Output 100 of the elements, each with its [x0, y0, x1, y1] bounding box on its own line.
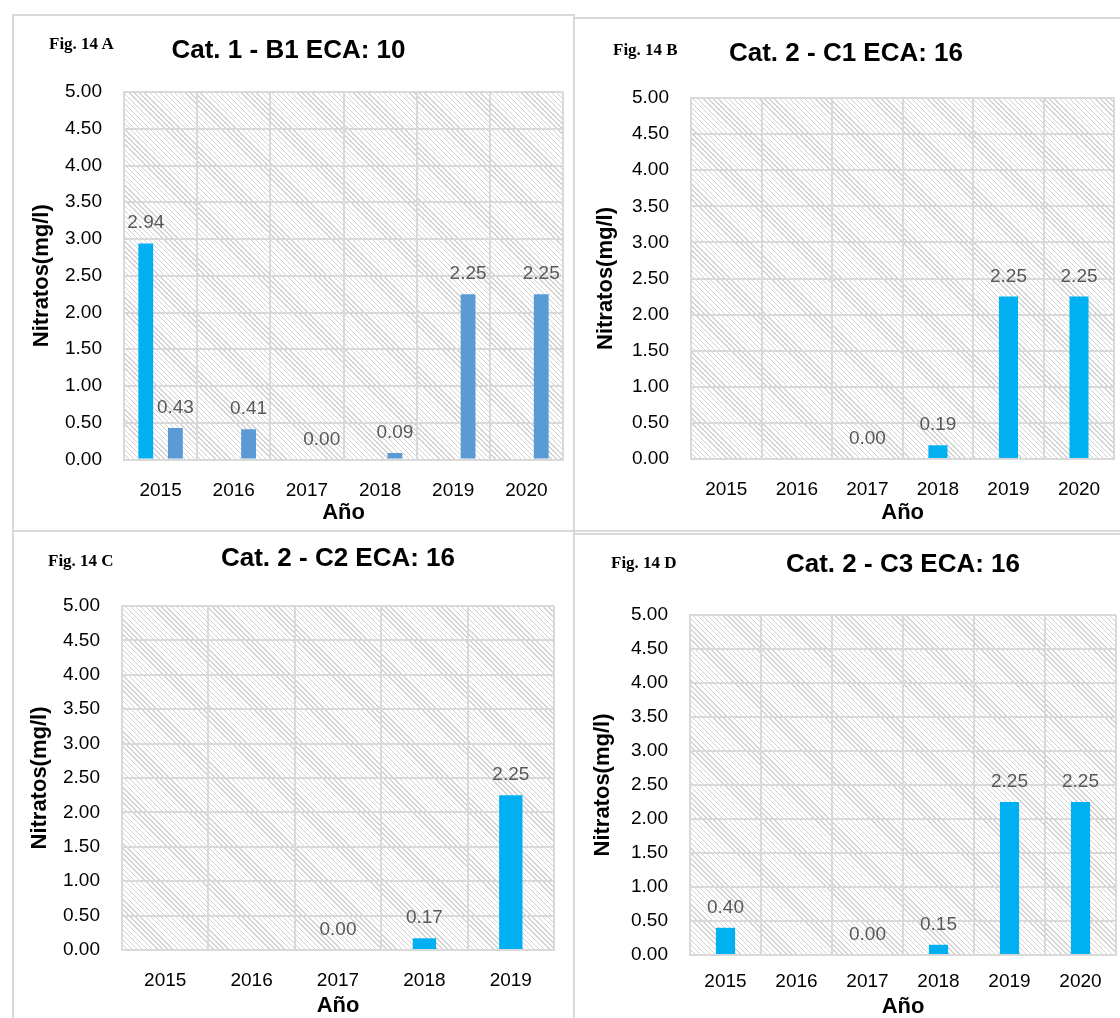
x-tick-label: 2017 [285, 479, 329, 501]
chart-title: Cat. 2 - C2 ECA: 16 [220, 542, 456, 573]
chart-title: Cat. 2 - C3 ECA: 16 [785, 548, 1021, 579]
data-label: 0.17 [405, 906, 443, 928]
y-tick-label: 4.50 [632, 122, 669, 144]
x-tick-label: 2015 [144, 969, 187, 991]
x-tick-label: 2017 [316, 969, 360, 991]
x-tick-label: 2016 [212, 479, 255, 501]
data-label: 2.94 [127, 211, 165, 233]
bar [928, 944, 949, 954]
y-axis-title: Nitratos(mg/l) [592, 207, 618, 350]
y-tick-label: 0.00 [65, 447, 102, 469]
x-axis-title: Año [881, 499, 925, 525]
x-tick-label: 2016 [775, 970, 818, 992]
x-tick-label: 2015 [139, 479, 182, 501]
y-axis-title: Nitratos(mg/l) [26, 706, 52, 850]
x-tick-label: 2017 [846, 970, 889, 992]
data-label: 2.25 [1062, 770, 1099, 791]
y-axis-title: Nitratos(mg/l) [589, 713, 615, 857]
data-label: 0.40 [707, 895, 744, 917]
x-tick-label: 2015 [704, 970, 747, 992]
y-tick-label: 3.50 [63, 697, 100, 719]
y-tick-label: 0.00 [632, 447, 669, 469]
data-label: 0.43 [156, 395, 194, 417]
y-tick-label: 0.50 [63, 903, 100, 925]
x-tick-label: 2016 [230, 969, 273, 991]
caption: Fig. 14 B [613, 40, 678, 60]
data-label: 0.19 [919, 413, 957, 435]
caption: Fig. 14 C [48, 551, 114, 571]
data-label: 0.00 [319, 918, 357, 939]
y-tick-label: 3.50 [632, 194, 669, 216]
y-tick-label: 4.00 [631, 671, 668, 693]
y-tick-label: 2.00 [63, 800, 100, 822]
data-label: 0.41 [230, 397, 268, 419]
y-tick-label: 4.00 [63, 663, 100, 685]
x-tick-label: 2020 [1059, 970, 1102, 992]
bar [167, 427, 183, 459]
data-label: 2.25 [492, 763, 530, 785]
x-tick-label: 2019 [489, 969, 532, 991]
x-axis-title: Año [881, 993, 925, 1018]
y-tick-label: 1.00 [63, 869, 100, 891]
y-tick-label: 1.00 [632, 375, 669, 397]
y-tick-label: 2.00 [632, 302, 669, 324]
bar [533, 294, 549, 459]
y-tick-label: 2.50 [632, 266, 669, 288]
caption: Fig. 14 A [49, 34, 114, 54]
y-tick-label: 3.50 [65, 190, 102, 212]
data-label: 0.09 [376, 420, 414, 442]
x-tick-label: 2019 [432, 479, 475, 501]
y-tick-label: 0.00 [631, 943, 668, 965]
y-tick-label: 1.50 [631, 841, 668, 863]
y-tick-label: 3.50 [631, 705, 668, 727]
y-tick-label: 2.00 [631, 807, 668, 829]
x-tick-label: 2019 [987, 478, 1030, 500]
y-tick-label: 1.50 [65, 337, 102, 359]
y-tick-label: 0.00 [63, 938, 100, 960]
x-tick-label: 2018 [358, 479, 402, 501]
y-tick-label: 5.00 [65, 80, 102, 102]
bar [1070, 802, 1091, 954]
y-tick-label: 1.00 [631, 875, 668, 897]
x-tick-label: 2020 [505, 479, 548, 501]
data-label: 0.00 [849, 923, 886, 944]
y-tick-label: 2.50 [631, 773, 668, 795]
x-tick-label: 2018 [916, 478, 960, 500]
y-tick-label: 1.50 [63, 835, 100, 857]
y-tick-label: 3.00 [65, 227, 102, 249]
data-label: 2.25 [1060, 264, 1098, 286]
y-tick-label: 4.50 [631, 637, 668, 659]
x-axis-title: Año [322, 499, 365, 525]
y-axis-title: Nitratos(mg/l) [28, 204, 54, 348]
y-tick-label: 4.50 [63, 628, 100, 650]
y-tick-label: 0.50 [631, 909, 668, 931]
y-tick-label: 2.00 [65, 300, 102, 322]
x-tick-label: 2016 [775, 478, 818, 500]
y-tick-label: 2.50 [65, 263, 102, 285]
x-tick-label: 2015 [705, 478, 748, 500]
data-label: 0.15 [920, 912, 957, 934]
y-tick-label: 4.50 [65, 116, 102, 138]
data-label: 2.25 [991, 770, 1028, 791]
y-tick-label: 5.00 [631, 603, 668, 625]
chart-title: Cat. 2 - C1 ECA: 16 [728, 37, 964, 68]
x-tick-label: 2020 [1057, 478, 1101, 500]
y-tick-label: 3.00 [631, 739, 668, 761]
data-label: 0.00 [303, 427, 341, 449]
data-label: 2.25 [989, 264, 1027, 286]
bar [241, 429, 256, 459]
y-tick-label: 5.00 [63, 594, 100, 616]
y-tick-label: 1.00 [65, 374, 102, 396]
y-tick-label: 5.00 [632, 86, 669, 108]
bar [387, 452, 403, 459]
y-tick-label: 1.50 [632, 338, 669, 360]
x-tick-label: 2017 [846, 478, 889, 500]
y-tick-label: 4.00 [65, 153, 102, 175]
y-tick-label: 4.00 [632, 158, 669, 180]
bar [715, 927, 736, 954]
x-tick-label: 2019 [988, 970, 1031, 992]
y-tick-label: 2.50 [63, 766, 100, 788]
x-axis-title: Año [316, 992, 360, 1018]
data-label: 2.25 [522, 262, 560, 284]
data-label: 2.25 [449, 262, 487, 284]
